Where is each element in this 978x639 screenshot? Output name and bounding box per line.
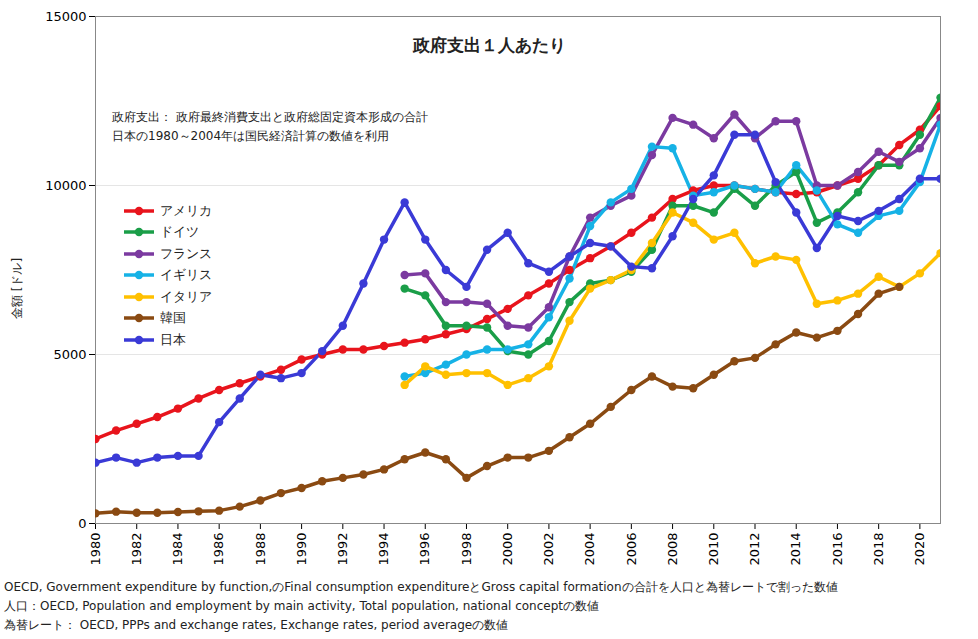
html-text:イタリア: イタリア — [160, 288, 212, 304]
html-text:日本: 日本 — [160, 331, 186, 347]
svg-text:0: 0 — [78, 516, 86, 531]
svg-text:2008: 2008 — [665, 533, 680, 566]
html-text:金額 [ドル]: 金額 [ドル] — [9, 257, 24, 320]
svg-text:2010: 2010 — [706, 533, 721, 566]
svg-text:2020: 2020 — [912, 533, 927, 566]
svg-text:1990: 1990 — [294, 533, 309, 566]
html-text:韓国: 韓国 — [160, 310, 186, 326]
svg-text:1992: 1992 — [335, 533, 350, 566]
html-text:日本の1980～2004年は国民経済計算の数値を利用: 日本の1980～2004年は国民経済計算の数値を利用 — [112, 129, 390, 143]
svg-text:2004: 2004 — [582, 533, 597, 566]
html-text:フランス: フランス — [160, 245, 212, 261]
html-text:OECD, Government expenditure b: OECD, Government expenditure by function… — [4, 580, 838, 594]
svg-text:2014: 2014 — [788, 533, 803, 566]
svg-text:2018: 2018 — [871, 533, 886, 566]
svg-text:1988: 1988 — [253, 533, 268, 566]
svg-text:15000: 15000 — [45, 9, 86, 24]
html-text:アメリカ: アメリカ — [160, 202, 212, 218]
html-text:イギリス: イギリス — [160, 267, 212, 283]
svg-text:1984: 1984 — [170, 533, 185, 566]
svg-text:1980: 1980 — [88, 533, 103, 566]
svg-text:2000: 2000 — [500, 533, 515, 566]
svg-text:1996: 1996 — [417, 533, 432, 566]
html-text:政府支出： 政府最終消費支出と政府総固定資本形成の合計: 政府支出： 政府最終消費支出と政府総固定資本形成の合計 — [112, 110, 428, 124]
html-text:政府支出１人あたり: 政府支出１人あたり — [412, 35, 566, 55]
svg-text:2012: 2012 — [747, 533, 762, 566]
svg-text:10000: 10000 — [45, 178, 86, 193]
svg-text:5000: 5000 — [53, 347, 86, 362]
svg-text:2006: 2006 — [624, 533, 639, 566]
html-text:人口：OECD, Population and employ: 人口：OECD, Population and employment by ma… — [4, 599, 599, 613]
html-text:為替レート： OECD, PPPs and exchange: 為替レート： OECD, PPPs and exchange rates, Ex… — [4, 618, 509, 632]
svg-text:1998: 1998 — [459, 533, 474, 566]
svg-text:1994: 1994 — [376, 533, 391, 566]
svg-text:1982: 1982 — [129, 533, 144, 566]
svg-text:1986: 1986 — [211, 533, 226, 566]
html-text:ドイツ: ドイツ — [160, 224, 199, 240]
svg-text:2016: 2016 — [830, 533, 845, 566]
svg-text:2002: 2002 — [541, 533, 556, 566]
